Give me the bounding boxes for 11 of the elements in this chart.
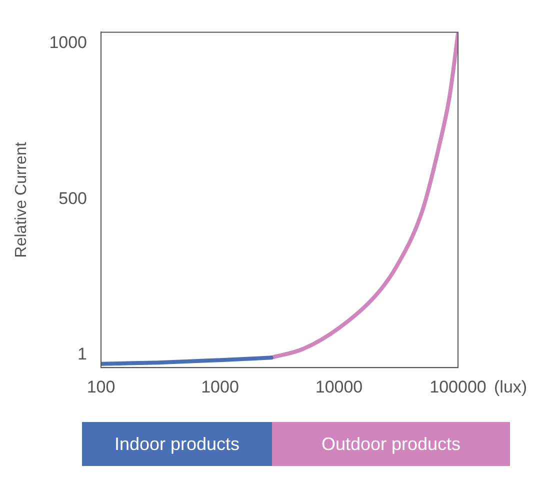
y-tick-label: 1000 — [49, 32, 88, 52]
y-axis-title: Relative Current — [13, 142, 30, 258]
x-tick-label: 100000 — [430, 377, 486, 396]
text: Indoor products — [114, 434, 240, 454]
x-tick-label: 10000 — [315, 377, 363, 396]
text: Outdoor products — [321, 434, 461, 454]
x-tick-label: 1000 — [201, 377, 239, 396]
x-axis-title: (lux) — [494, 377, 528, 396]
y-tick-label: 500 — [58, 188, 88, 208]
x-tick-label: 100 — [86, 377, 116, 396]
y-tick-label: 1 — [78, 344, 88, 364]
